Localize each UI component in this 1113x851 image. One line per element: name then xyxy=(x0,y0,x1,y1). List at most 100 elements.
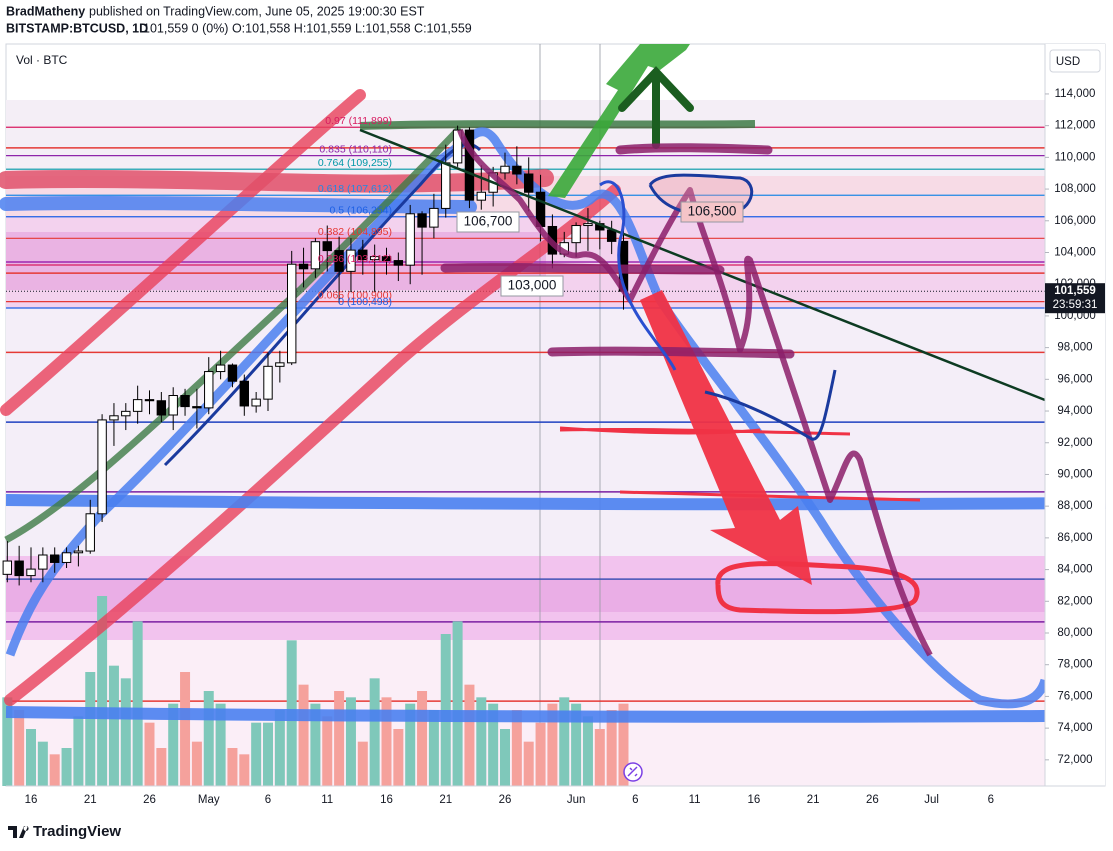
y-tick-label: 106,000 xyxy=(1054,215,1096,227)
candle-body xyxy=(287,263,297,364)
candle-body xyxy=(275,362,285,367)
x-tick-label: 21 xyxy=(84,794,97,806)
volume-bar xyxy=(120,678,131,786)
candle-body xyxy=(429,207,439,228)
candle-body xyxy=(50,554,60,563)
volume-bar xyxy=(381,697,392,786)
callout-box xyxy=(456,211,520,233)
volume-bar xyxy=(180,672,191,786)
volume-bar xyxy=(310,703,321,786)
y-tick-label: 84,000 xyxy=(1057,564,1092,576)
drawing xyxy=(5,494,1106,511)
logo-mark xyxy=(8,826,29,838)
fib-label: 0.835 (110,110) xyxy=(319,143,392,155)
fib-label: 0.97 (111,899) xyxy=(325,115,392,127)
candle-body xyxy=(310,241,321,270)
x-tick-label: 11 xyxy=(321,794,333,806)
volume-bar xyxy=(393,729,404,786)
candle-body xyxy=(215,364,226,373)
x-tick-label: 26 xyxy=(499,794,512,806)
x-tick-label: 6 xyxy=(988,794,994,806)
volume-bar xyxy=(606,710,617,786)
candle-body xyxy=(512,165,522,175)
volume-bar xyxy=(239,754,250,786)
volume-bar xyxy=(334,691,345,786)
candle-body xyxy=(369,256,380,261)
volume-bar xyxy=(428,710,439,786)
x-tick-label: 16 xyxy=(747,794,760,806)
callout-box xyxy=(500,275,564,297)
y-tick-label: 72,000 xyxy=(1057,754,1092,766)
y-tick-label: 94,000 xyxy=(1057,405,1092,417)
volume-bar xyxy=(73,716,84,786)
candle-body xyxy=(464,129,475,201)
callout-label: 106,700 xyxy=(464,214,513,229)
currency-label: USD xyxy=(1056,56,1080,68)
drawing xyxy=(4,125,463,544)
drawing xyxy=(618,66,694,149)
y-tick-label: 86,000 xyxy=(1057,532,1092,544)
drawing xyxy=(0,169,554,193)
volume-bar xyxy=(108,665,119,786)
candle-body xyxy=(346,249,356,272)
drawing xyxy=(640,290,812,585)
candle-body xyxy=(298,263,309,270)
volume-bar xyxy=(298,684,309,786)
drawing xyxy=(359,120,756,130)
candle-body xyxy=(524,173,534,193)
candle-body xyxy=(73,550,84,554)
volume-bar xyxy=(322,716,333,786)
candle-body xyxy=(417,213,427,228)
candle-body xyxy=(61,552,72,563)
volume-bar xyxy=(97,596,108,786)
candle-body xyxy=(168,394,178,416)
callout-label: 106,500 xyxy=(688,204,737,219)
volume-bar xyxy=(274,710,285,786)
fib-label: 0.5 (106,254) xyxy=(330,205,392,217)
y-tick-label: 104,000 xyxy=(1054,247,1096,259)
header-quote: 101,559 0 (0%) O:101,558 H:101,559 L:101… xyxy=(143,21,472,35)
candle-body xyxy=(476,191,487,201)
candle-body xyxy=(109,415,119,421)
trend-line xyxy=(359,128,1046,402)
fib-label: 0.065 (100,900) xyxy=(318,289,392,301)
drawing xyxy=(559,426,921,502)
volume-bar xyxy=(26,729,36,786)
y-tick-label: 114,000 xyxy=(1055,88,1096,100)
logo-text: TradingView xyxy=(33,823,121,840)
x-tick-label: Jun xyxy=(567,794,586,806)
countdown-label: 23:59:31 xyxy=(1053,299,1098,311)
drawing xyxy=(548,44,690,198)
candle-body xyxy=(441,162,451,209)
volume-bar xyxy=(251,722,262,786)
volume-bar xyxy=(452,621,463,786)
y-tick-label: 82,000 xyxy=(1057,595,1092,607)
candle-body xyxy=(85,513,95,552)
y-tick-label: 96,000 xyxy=(1057,373,1092,385)
volume-bar xyxy=(535,722,546,786)
volume-bar xyxy=(500,729,510,786)
volume-bar xyxy=(582,716,593,786)
y-tick-label: 90,000 xyxy=(1057,468,1092,480)
logo: TradingView xyxy=(8,823,121,840)
x-tick-label: 6 xyxy=(632,794,638,806)
x-tick-label: 16 xyxy=(25,794,38,806)
volume-bar xyxy=(263,722,273,786)
drawings xyxy=(359,44,1046,782)
x-tick-label: 21 xyxy=(807,794,820,806)
candle-body xyxy=(204,371,214,409)
currency-button[interactable] xyxy=(1049,49,1101,73)
x-tick-label: 26 xyxy=(866,794,879,806)
levels xyxy=(6,126,1045,702)
y-tick-label: 88,000 xyxy=(1057,500,1092,512)
volume-bar xyxy=(357,741,368,786)
volume-bar xyxy=(168,703,179,786)
price-axis xyxy=(1045,44,1105,786)
candle-body xyxy=(227,364,238,382)
candle-body xyxy=(452,129,463,164)
volume-bar xyxy=(144,722,155,786)
axes: 72,000 74,000 76,000 78,000 80,000 82,000 84,0… xyxy=(25,88,1105,806)
volume-bar xyxy=(511,710,522,786)
